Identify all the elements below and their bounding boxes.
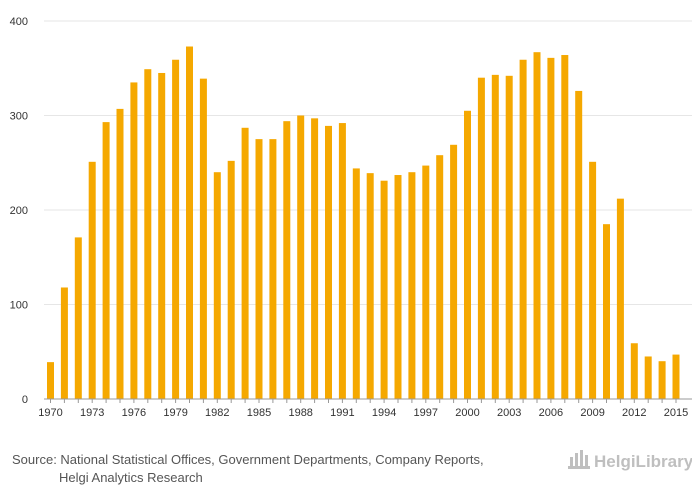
bar-1999	[450, 144, 458, 399]
bar-1984	[241, 127, 249, 399]
bar-2001	[477, 77, 485, 399]
bar-1982	[213, 172, 221, 399]
y-tick-label: 100	[10, 300, 28, 312]
library-building-icon	[568, 450, 590, 469]
bar-1973	[88, 161, 96, 399]
bar-2004	[519, 59, 527, 400]
bar-2011	[616, 198, 624, 399]
bar-1972	[74, 237, 82, 399]
bar-1989	[311, 118, 319, 400]
x-tick-label: 2006	[539, 407, 563, 419]
bar-1971	[60, 287, 68, 399]
bar-1991	[338, 123, 346, 399]
bar-2007	[561, 55, 569, 400]
bar-2009	[589, 161, 597, 399]
x-tick-label: 1976	[122, 407, 146, 419]
x-tick-label: 1982	[205, 407, 229, 419]
x-tick-label: 1988	[288, 407, 312, 419]
bar-2014	[658, 361, 666, 399]
bar-2000	[464, 110, 471, 400]
bar-1997	[422, 165, 430, 399]
bar-2002	[491, 74, 499, 400]
x-tick-label: 1997	[414, 407, 438, 419]
x-tick-label: 2003	[497, 407, 521, 419]
bar-1977	[144, 69, 152, 399]
bar-1983	[227, 160, 235, 399]
bar-1986	[269, 139, 277, 399]
bar-1974	[102, 122, 110, 400]
helgi-library-logo: HelgiLibrary	[568, 450, 692, 471]
x-tick-label: 1985	[247, 407, 271, 419]
y-tick-label: 300	[10, 111, 28, 123]
bar-1987	[283, 121, 291, 400]
y-tick-label: 0	[22, 394, 28, 406]
x-tick-label: 1970	[38, 407, 62, 419]
bar-1976	[130, 82, 138, 400]
bar-1975	[116, 108, 124, 399]
bar-1995	[394, 175, 402, 399]
bar-1981	[199, 78, 207, 400]
bar-1980	[186, 46, 193, 399]
bar-1979	[172, 59, 180, 400]
bar-1998	[436, 155, 444, 399]
bar-2010	[603, 224, 610, 399]
bar-1993	[366, 173, 374, 399]
x-tick-label: 2009	[580, 407, 604, 419]
bar-2008	[575, 90, 583, 400]
bar-2015	[672, 354, 680, 399]
bar-1985	[255, 139, 263, 399]
bar-1988	[297, 115, 305, 399]
source-note: Source: National Statistical Offices, Go…	[12, 451, 552, 487]
logo-text: HelgiLibrary	[594, 452, 692, 471]
bar-1970	[47, 362, 54, 399]
x-tick-label: 1979	[163, 407, 187, 419]
bar-2006	[547, 57, 555, 399]
y-axis-ticks: 0 100 200 300 400	[10, 16, 28, 406]
source-line-1: Source: National Statistical Offices, Go…	[12, 452, 484, 467]
bar-1992	[352, 168, 360, 399]
bar-1990	[325, 125, 332, 400]
x-tick-label: 2015	[664, 407, 688, 419]
bars	[47, 46, 680, 400]
x-tick-label: 1991	[330, 407, 354, 419]
x-tick-label: 2000	[455, 407, 479, 419]
bar-2005	[533, 52, 541, 400]
source-line-2: Helgi Analytics Research	[59, 470, 203, 485]
y-tick-label: 200	[10, 205, 28, 217]
x-axis-ticks: 1970 1973 1976 1979 1982 1985 1988 1991 1994 1997…	[38, 399, 688, 419]
bar-2003	[505, 75, 513, 399]
bar-2013	[644, 356, 652, 399]
bar-2012	[630, 343, 638, 399]
bar-1996	[408, 172, 416, 399]
x-tick-label: 1973	[80, 407, 104, 419]
bar-1978	[158, 72, 166, 399]
x-tick-label: 1994	[372, 407, 396, 419]
y-tick-label: 400	[10, 16, 28, 28]
x-tick-label: 2012	[622, 407, 646, 419]
bar-1994	[380, 180, 388, 399]
